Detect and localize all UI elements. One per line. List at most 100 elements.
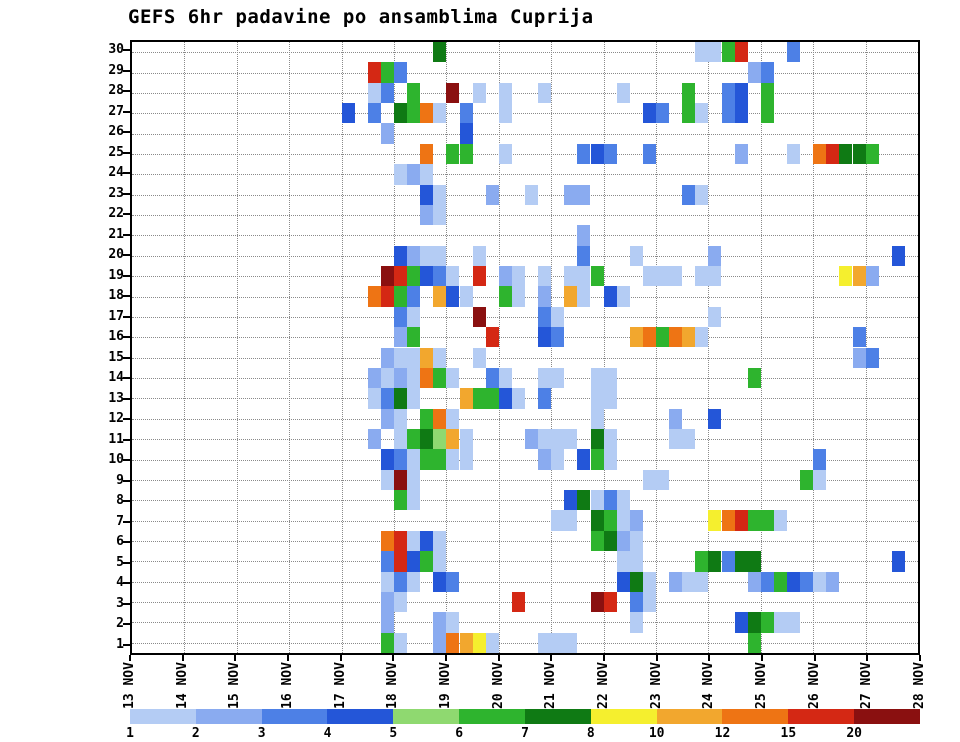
y-tick-mark [123, 274, 130, 277]
heatmap-cell [367, 103, 381, 124]
heatmap-cell [721, 82, 735, 104]
gridline-horizontal [132, 113, 918, 115]
gridline-vertical [498, 42, 500, 653]
heatmap-cell [603, 286, 617, 307]
heatmap-cell [393, 571, 408, 592]
x-axis-label: 19 NOV [438, 662, 453, 709]
y-tick-mark [123, 295, 130, 298]
heatmap-cell [433, 245, 447, 267]
x-axis-label: 17 NOV [332, 662, 348, 709]
colorbar-segment [327, 709, 394, 724]
heatmap-cell [577, 490, 591, 511]
gridline-horizontal [132, 92, 918, 94]
x-tick-mark [919, 655, 921, 661]
heatmap-cell [813, 469, 827, 491]
heatmap-cell [407, 571, 421, 592]
heatmap-cell [407, 388, 421, 409]
y-tick-mark [123, 151, 130, 154]
heatmap-cell [747, 571, 761, 592]
colorbar-label: 4 [323, 726, 332, 741]
heatmap-cell [538, 367, 552, 389]
y-axis-label: 4 [116, 575, 124, 591]
y-tick-mark [123, 602, 130, 605]
y-tick-mark [123, 500, 130, 503]
heatmap-cell [407, 327, 421, 348]
heatmap-cell [485, 388, 499, 409]
heatmap-cell [603, 388, 617, 409]
heatmap-cell [813, 571, 827, 592]
heatmap-cell [616, 571, 630, 592]
heatmap-cell [393, 327, 408, 348]
heatmap-cell [446, 367, 460, 389]
heatmap-cell [564, 632, 578, 653]
gridline-horizontal [132, 276, 918, 278]
colorbar-label: 3 [257, 726, 266, 741]
heatmap-cell [682, 82, 696, 104]
heatmap-cell [380, 591, 394, 613]
heatmap-cell [459, 388, 473, 409]
y-tick-mark [123, 90, 130, 93]
heatmap-cell [747, 510, 761, 531]
y-tick-mark [123, 459, 130, 462]
x-axis-label: 27 NOV [859, 662, 875, 709]
colorbar-segment [524, 709, 591, 724]
x-axis-label: 22 NOV [596, 662, 611, 709]
y-axis-label: 13 [108, 390, 124, 406]
heatmap-cell [551, 449, 565, 470]
heatmap-cell [393, 449, 408, 470]
colorbar-segment [393, 709, 460, 724]
gridline-horizontal [132, 235, 918, 237]
heatmap-cell [787, 143, 801, 165]
heatmap-cell [787, 571, 801, 592]
heatmap-cell [813, 449, 827, 470]
x-axis-label: 25 NOV [754, 662, 769, 709]
heatmap-cell [590, 408, 604, 429]
heatmap-cell [865, 347, 879, 368]
heatmap-cell [407, 367, 421, 389]
y-axis-label: 10 [108, 452, 124, 468]
heatmap-cell [498, 367, 512, 389]
colorbar-label: 10 [648, 726, 665, 741]
x-axis-label: 15 NOV [227, 662, 243, 709]
heatmap-cell [393, 551, 408, 572]
heatmap-cell [420, 103, 434, 124]
x-tick-mark [866, 655, 869, 661]
heatmap-cell [393, 632, 408, 653]
heatmap-cell [682, 428, 696, 450]
heatmap-cell [852, 143, 866, 165]
heatmap-cell [826, 571, 840, 592]
heatmap-cell [629, 510, 643, 531]
heatmap-cell [511, 388, 525, 409]
heatmap-cell [433, 530, 447, 552]
gridline-horizontal [132, 520, 918, 522]
heatmap-cell [813, 143, 827, 165]
gridline-horizontal [132, 316, 918, 318]
heatmap-cell [420, 347, 434, 368]
heatmap-cell [393, 490, 408, 511]
heatmap-cell [433, 184, 447, 205]
heatmap-cell [590, 490, 604, 511]
x-axis-label: 18 NOV [385, 662, 401, 709]
heatmap-cell [747, 367, 761, 389]
x-tick-mark [603, 655, 605, 661]
heatmap-cell [393, 469, 408, 491]
heatmap-cell [616, 82, 630, 104]
y-tick-mark [123, 69, 130, 72]
heatmap-cell [393, 591, 408, 613]
heatmap-cell [760, 62, 774, 83]
heatmap-cell [577, 225, 591, 246]
heatmap-cell [891, 245, 905, 267]
heatmap-cell [708, 266, 722, 287]
heatmap-cell [420, 266, 434, 287]
heatmap-cell [721, 510, 735, 531]
y-axis-label: 25 [108, 144, 124, 160]
y-axis-label: 17 [108, 308, 124, 324]
gridline-horizontal [132, 215, 918, 217]
heatmap-cell [629, 245, 643, 267]
heatmap-cell [590, 510, 604, 531]
heatmap-cell [407, 347, 421, 368]
heatmap-cell [393, 367, 408, 389]
gridline-horizontal [132, 602, 918, 604]
heatmap-cell [393, 266, 408, 287]
colorbar-segment [130, 709, 196, 724]
